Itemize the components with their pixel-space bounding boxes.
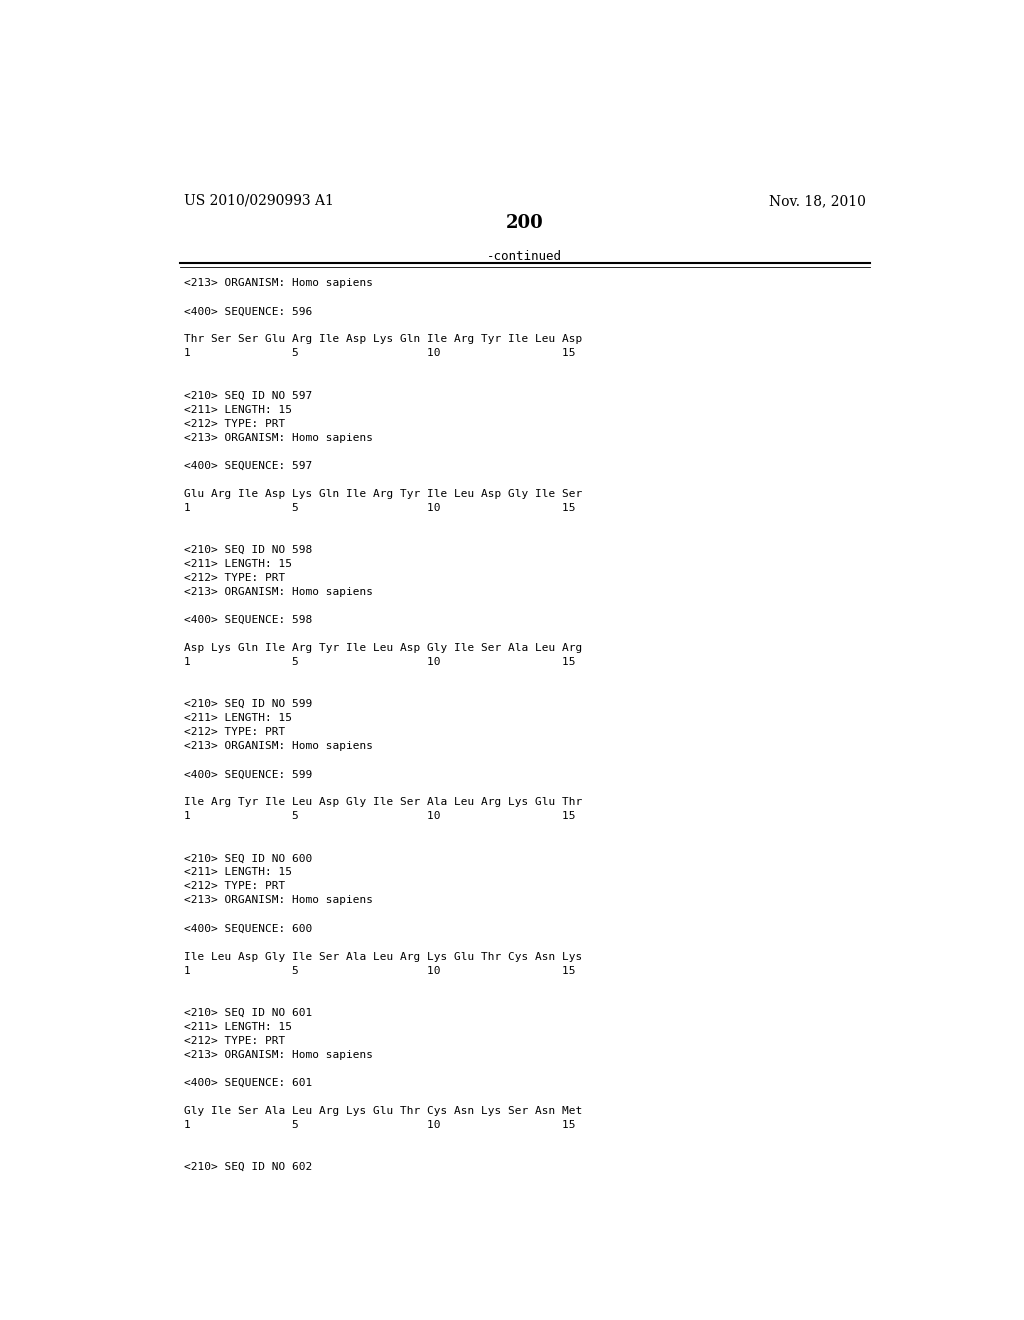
Text: <211> LENGTH: 15: <211> LENGTH: 15 [183,1022,292,1032]
Text: <212> TYPE: PRT: <212> TYPE: PRT [183,418,285,429]
Text: Nov. 18, 2010: Nov. 18, 2010 [769,194,866,209]
Text: 1               5                   10                  15: 1 5 10 15 [183,1119,575,1130]
Text: <400> SEQUENCE: 600: <400> SEQUENCE: 600 [183,924,311,933]
Text: 200: 200 [506,214,544,232]
Text: <213> ORGANISM: Homo sapiens: <213> ORGANISM: Homo sapiens [183,1049,373,1060]
Text: <400> SEQUENCE: 599: <400> SEQUENCE: 599 [183,770,311,779]
Text: 1               5                   10                  15: 1 5 10 15 [183,812,575,821]
Text: <400> SEQUENCE: 596: <400> SEQUENCE: 596 [183,306,311,317]
Text: <212> TYPE: PRT: <212> TYPE: PRT [183,882,285,891]
Text: 1               5                   10                  15: 1 5 10 15 [183,657,575,667]
Text: <400> SEQUENCE: 598: <400> SEQUENCE: 598 [183,615,311,624]
Text: <211> LENGTH: 15: <211> LENGTH: 15 [183,558,292,569]
Text: Thr Ser Ser Glu Arg Ile Asp Lys Gln Ile Arg Tyr Ile Leu Asp: Thr Ser Ser Glu Arg Ile Asp Lys Gln Ile … [183,334,582,345]
Text: <213> ORGANISM: Homo sapiens: <213> ORGANISM: Homo sapiens [183,895,373,906]
Text: 1               5                   10                  15: 1 5 10 15 [183,966,575,975]
Text: US 2010/0290993 A1: US 2010/0290993 A1 [183,194,334,209]
Text: <213> ORGANISM: Homo sapiens: <213> ORGANISM: Homo sapiens [183,433,373,442]
Text: <400> SEQUENCE: 601: <400> SEQUENCE: 601 [183,1078,311,1088]
Text: 1               5                   10                  15: 1 5 10 15 [183,503,575,512]
Text: <212> TYPE: PRT: <212> TYPE: PRT [183,727,285,737]
Text: <213> ORGANISM: Homo sapiens: <213> ORGANISM: Homo sapiens [183,587,373,597]
Text: <210> SEQ ID NO 597: <210> SEQ ID NO 597 [183,391,311,400]
Text: Ile Leu Asp Gly Ile Ser Ala Leu Arg Lys Glu Thr Cys Asn Lys: Ile Leu Asp Gly Ile Ser Ala Leu Arg Lys … [183,952,582,961]
Text: <212> TYPE: PRT: <212> TYPE: PRT [183,573,285,583]
Text: Gly Ile Ser Ala Leu Arg Lys Glu Thr Cys Asn Lys Ser Asn Met: Gly Ile Ser Ala Leu Arg Lys Glu Thr Cys … [183,1106,582,1115]
Text: Ile Arg Tyr Ile Leu Asp Gly Ile Ser Ala Leu Arg Lys Glu Thr: Ile Arg Tyr Ile Leu Asp Gly Ile Ser Ala … [183,797,582,808]
Text: 1               5                   10                  15: 1 5 10 15 [183,348,575,359]
Text: Glu Arg Ile Asp Lys Gln Ile Arg Tyr Ile Leu Asp Gly Ile Ser: Glu Arg Ile Asp Lys Gln Ile Arg Tyr Ile … [183,488,582,499]
Text: <211> LENGTH: 15: <211> LENGTH: 15 [183,713,292,723]
Text: <211> LENGTH: 15: <211> LENGTH: 15 [183,404,292,414]
Text: <213> ORGANISM: Homo sapiens: <213> ORGANISM: Homo sapiens [183,279,373,288]
Text: <210> SEQ ID NO 602: <210> SEQ ID NO 602 [183,1162,311,1172]
Text: <210> SEQ ID NO 599: <210> SEQ ID NO 599 [183,700,311,709]
Text: -continued: -continued [487,249,562,263]
Text: <400> SEQUENCE: 597: <400> SEQUENCE: 597 [183,461,311,471]
Text: <211> LENGTH: 15: <211> LENGTH: 15 [183,867,292,878]
Text: <210> SEQ ID NO 601: <210> SEQ ID NO 601 [183,1007,311,1018]
Text: Asp Lys Gln Ile Arg Tyr Ile Leu Asp Gly Ile Ser Ala Leu Arg: Asp Lys Gln Ile Arg Tyr Ile Leu Asp Gly … [183,643,582,653]
Text: <213> ORGANISM: Homo sapiens: <213> ORGANISM: Homo sapiens [183,742,373,751]
Text: <210> SEQ ID NO 600: <210> SEQ ID NO 600 [183,854,311,863]
Text: <210> SEQ ID NO 598: <210> SEQ ID NO 598 [183,545,311,554]
Text: <212> TYPE: PRT: <212> TYPE: PRT [183,1036,285,1045]
